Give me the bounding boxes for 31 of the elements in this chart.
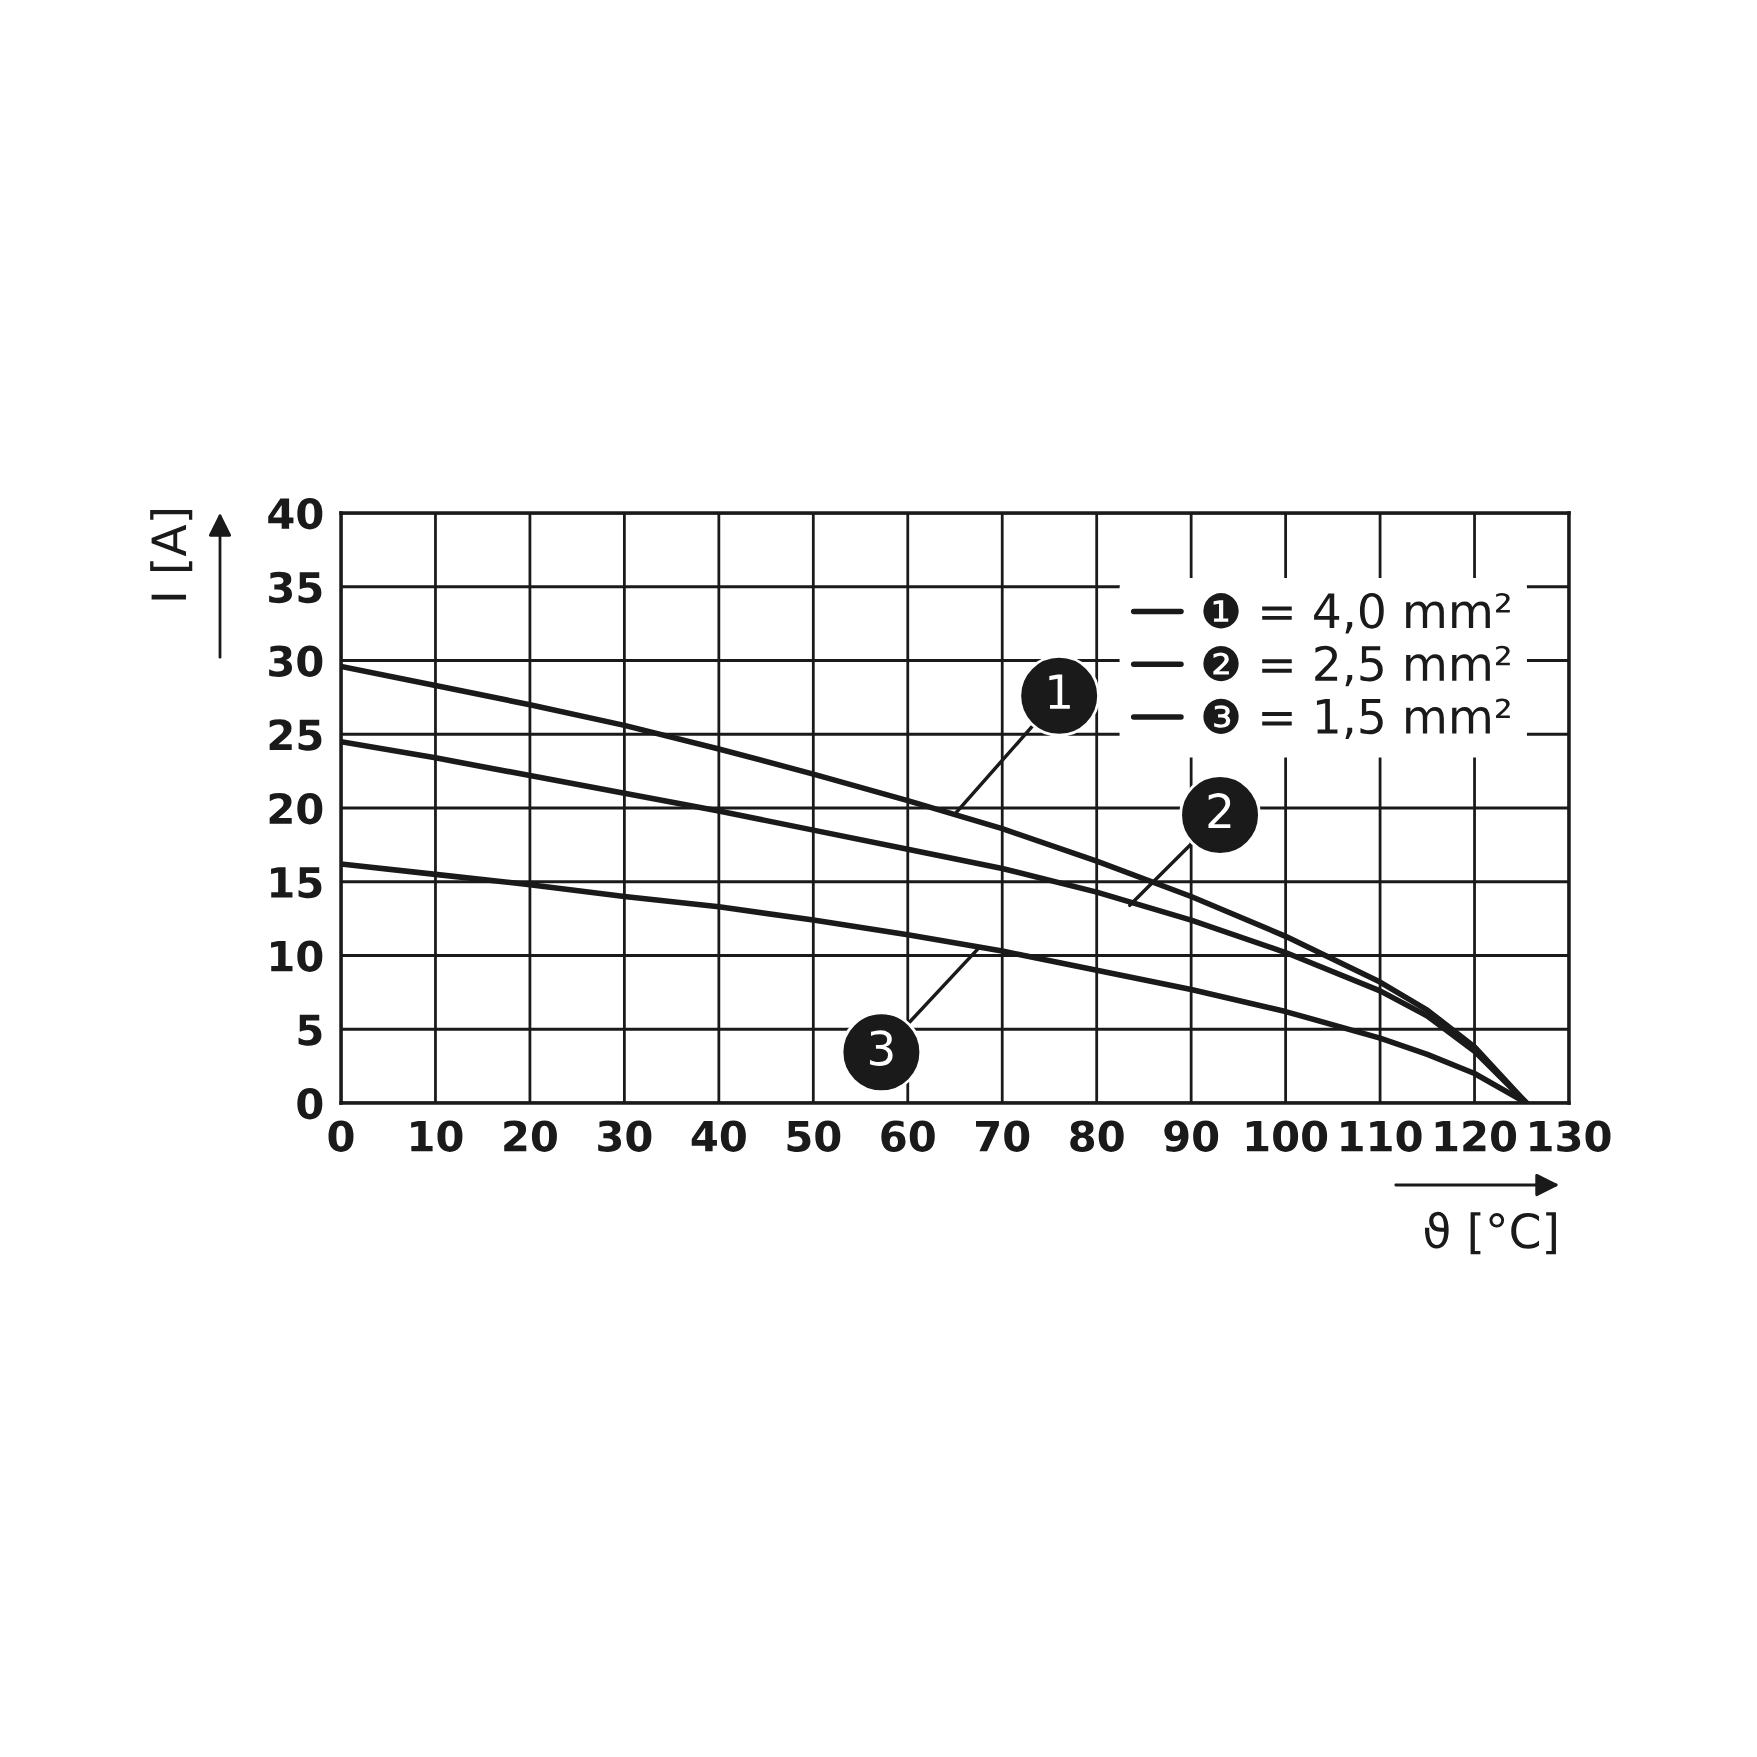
x-tick-label: 130 [1530, 1120, 1611, 1152]
x-tick-label: 120 [1435, 1120, 1517, 1152]
y-tick-label: 25 [269, 719, 322, 751]
x-axis-title: ϑ [°C] [1424, 1211, 1556, 1255]
y-tick-label: 35 [269, 571, 322, 604]
legend-label: ❷ = 2,5 mm² [1203, 645, 1510, 687]
y-tick-label: 40 [268, 497, 323, 530]
y-axis-title: I [A] [150, 510, 193, 600]
legend-label: ❸ = 1,5 mm² [1203, 698, 1510, 740]
annotation: 2 [1208, 793, 1231, 829]
x-tick-label: 110 [1341, 1120, 1422, 1152]
y-tick-label: 15 [271, 867, 322, 899]
y-tick-label: 30 [269, 645, 323, 677]
y-tick-label: 5 [298, 1014, 322, 1046]
x-tick-label: 80 [1070, 1120, 1124, 1152]
x-tick-label: 0 [328, 1120, 354, 1152]
y-tick-label: 20 [269, 792, 323, 825]
annotation: 3 [869, 1030, 893, 1066]
x-tick-label: 70 [976, 1120, 1030, 1152]
x-tick-label: 20 [504, 1120, 557, 1152]
legend-label: ❶ = 4,0 mm² [1203, 592, 1510, 634]
x-tick-label: 90 [1164, 1120, 1219, 1152]
x-tick-label: 100 [1246, 1120, 1328, 1152]
x-tick-label: 30 [598, 1120, 652, 1152]
y-tick-label: 0 [297, 1087, 323, 1120]
x-tick-label: 50 [787, 1120, 841, 1152]
annotation: 1 [1049, 674, 1070, 709]
y-tick-label: 10 [271, 940, 323, 972]
x-tick-label: 40 [691, 1120, 746, 1152]
x-tick-label: 10 [411, 1120, 463, 1152]
x-tick-label: 60 [881, 1120, 935, 1152]
